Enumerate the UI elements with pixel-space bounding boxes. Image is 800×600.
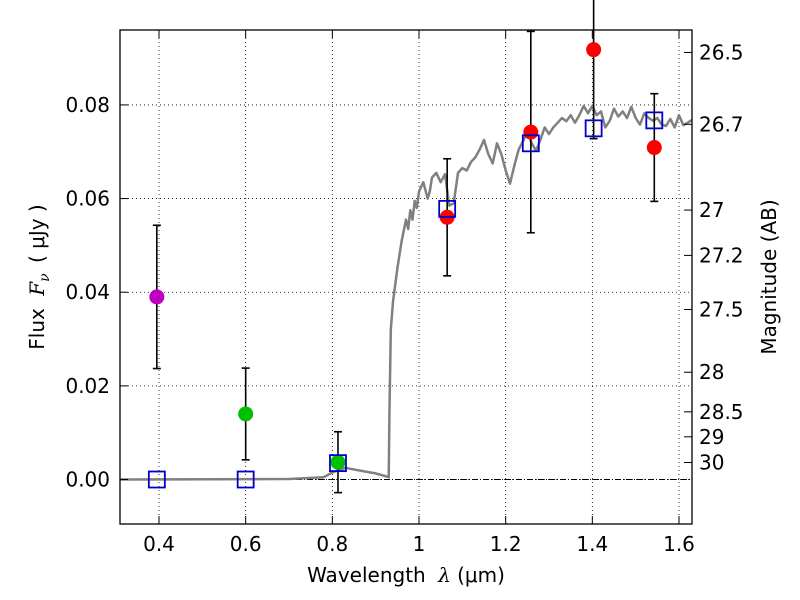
x-tick-label: 0.6 (230, 532, 262, 556)
x-tick-label: 0.4 (143, 532, 175, 556)
y-tick-label: 0.02 (65, 374, 110, 398)
model-photometry-point (645, 111, 664, 130)
plot-frame (119, 29, 693, 525)
observed-point (523, 124, 539, 140)
y-tick-label: 0.06 (65, 187, 110, 211)
observed-point (330, 454, 346, 470)
mag-tick-label: 28.5 (699, 400, 744, 424)
mag-tick-label: 26.5 (699, 40, 744, 64)
grid-layer (120, 30, 692, 524)
model-photometry-layer (147, 111, 664, 489)
model-photometry-point (438, 199, 457, 218)
y-axis-title: Flux Fν ( μJy ) (25, 204, 53, 349)
mag-tick-label: 28 (699, 360, 724, 384)
x-tick-label: 1.6 (663, 532, 695, 556)
x-tick-label: 1.2 (490, 532, 522, 556)
mag-tick-label: 27.5 (699, 298, 744, 322)
model-photometry-point (147, 470, 166, 489)
y-axis-title-text: Flux (25, 308, 49, 350)
model-photometry-point (236, 470, 255, 489)
model-photometry-point (521, 134, 540, 153)
model-photometry-point (329, 454, 347, 473)
x-tick-label: 1 (413, 532, 426, 556)
model-spectrum-line (119, 104, 693, 481)
y-tick-label: 0.04 (65, 280, 110, 304)
ticks-layer: 0.4 0.6 0.8 1 1.2 1.4 1.6 0.00 0.02 0.04 0.06 0.08 2… (65, 30, 744, 556)
x-axis-title-symbol: λ (437, 563, 451, 587)
model-spectrum-layer (119, 104, 693, 481)
observed-point (586, 42, 602, 58)
mag-tick-label: 26.7 (699, 112, 744, 136)
y-axis-title-unit: ( μJy ) (25, 204, 49, 263)
x-axis-title: Wavelength λ (μm) (307, 563, 505, 587)
observed-point (238, 406, 254, 422)
mag-tick-label: 30 (699, 451, 724, 475)
observed-point (149, 289, 165, 305)
x-axis-title-text: Wavelength (307, 563, 426, 587)
y2-axis-title: Magnitude (AB) (757, 199, 781, 354)
y-axis-title-subscript: ν (37, 273, 53, 282)
mag-tick-label: 27.2 (699, 243, 744, 267)
model-photometry-point (584, 119, 603, 138)
x-tick-label: 1.4 (576, 532, 608, 556)
x-axis-title-unit: (μm) (457, 563, 505, 587)
y-tick-label: 0.08 (65, 93, 110, 117)
error-bar-layer (152, 0, 659, 494)
y-tick-label: 0.00 (65, 468, 110, 492)
y-axis-title-symbol: F (25, 281, 49, 297)
x-tick-label: 0.8 (316, 532, 348, 556)
mag-tick-label: 29 (699, 425, 724, 449)
observed-point (646, 140, 662, 156)
mag-tick-label: 27 (699, 198, 724, 222)
